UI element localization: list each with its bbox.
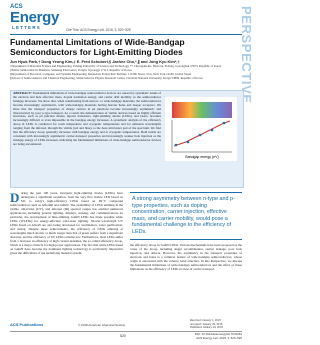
dates: Received: January 1, 2018 Accepted: Janu…	[190, 318, 250, 330]
page: {"header": {"logo_top": "ACS", "logo_mai…	[10, 4, 254, 340]
pull-quote: A strong asymmetry between n-type and p-…	[130, 192, 242, 240]
abstract-text: Fundamental limitations of wide-bandgap …	[13, 91, 162, 146]
abstract-graphic: Bandgap energy (eV)	[164, 96, 238, 162]
doi-text: DOI: 10.1021/acsenergylett.7b01243	[194, 332, 242, 336]
graphic-points	[174, 121, 226, 147]
article-title: Fundamental Limitations of Wide-Bandgap …	[10, 37, 185, 57]
body-text: uring the past 100 years, inorganic ligh…	[10, 191, 123, 255]
date: Published: January 29, 2018	[190, 325, 223, 329]
affiliation: ∥School of Semiconductor and Chemical En…	[10, 75, 203, 80]
citation: Cite This: ACS Energy Lett. 2018, 3, 520…	[66, 28, 131, 32]
spectrum-band	[172, 102, 232, 118]
logo-energy: Energy	[10, 9, 60, 26]
section-text: PERSPECTIVE	[239, 6, 254, 104]
copyright: © 2018 American Chemical Society	[78, 323, 126, 327]
doi: DOI: 10.1021/acsenergylett.7b01243 ACS E…	[160, 332, 242, 340]
page-number: 520	[120, 334, 126, 338]
pull-quote-text: A strong asymmetry between n-type and p-…	[132, 196, 235, 235]
logo-acs: ACS	[10, 4, 23, 10]
drop-cap: D	[10, 189, 20, 205]
affiliation: ‡Future Semiconductor Business, Samsung …	[10, 67, 132, 72]
affiliation: †Department of Materials Science and Eng…	[10, 64, 222, 68]
date: Accepted: January 29, 2018	[190, 321, 223, 326]
header-rule	[10, 34, 242, 35]
body-column: the efficiency droop in GaInN LEDs. Vari…	[130, 243, 242, 271]
graphic-axis-label: Bandgap energy (eV)	[185, 155, 218, 159]
affiliations: †Department of Materials Science and Eng…	[10, 64, 235, 81]
affiliation: §Department of Electrical, Computer, and…	[10, 71, 192, 76]
logo-letters: LETTERS	[12, 25, 41, 30]
abstract-label: ABSTRACT:	[13, 91, 32, 95]
body-text: the efficiency droop in GaInN LEDs. Vari…	[130, 243, 242, 271]
publisher: ACS Publications	[10, 322, 44, 327]
journal-ref: ACS Energy Lett. 2018, 3, 520−525	[196, 335, 242, 340]
abstract: ABSTRACT: Fundamental limitations of wid…	[13, 91, 162, 147]
date: Received: January 1, 2018	[190, 318, 221, 322]
authors: Jun Hyuk Park,† Dong Yeong Kim,‡ E. Fred…	[10, 59, 180, 64]
